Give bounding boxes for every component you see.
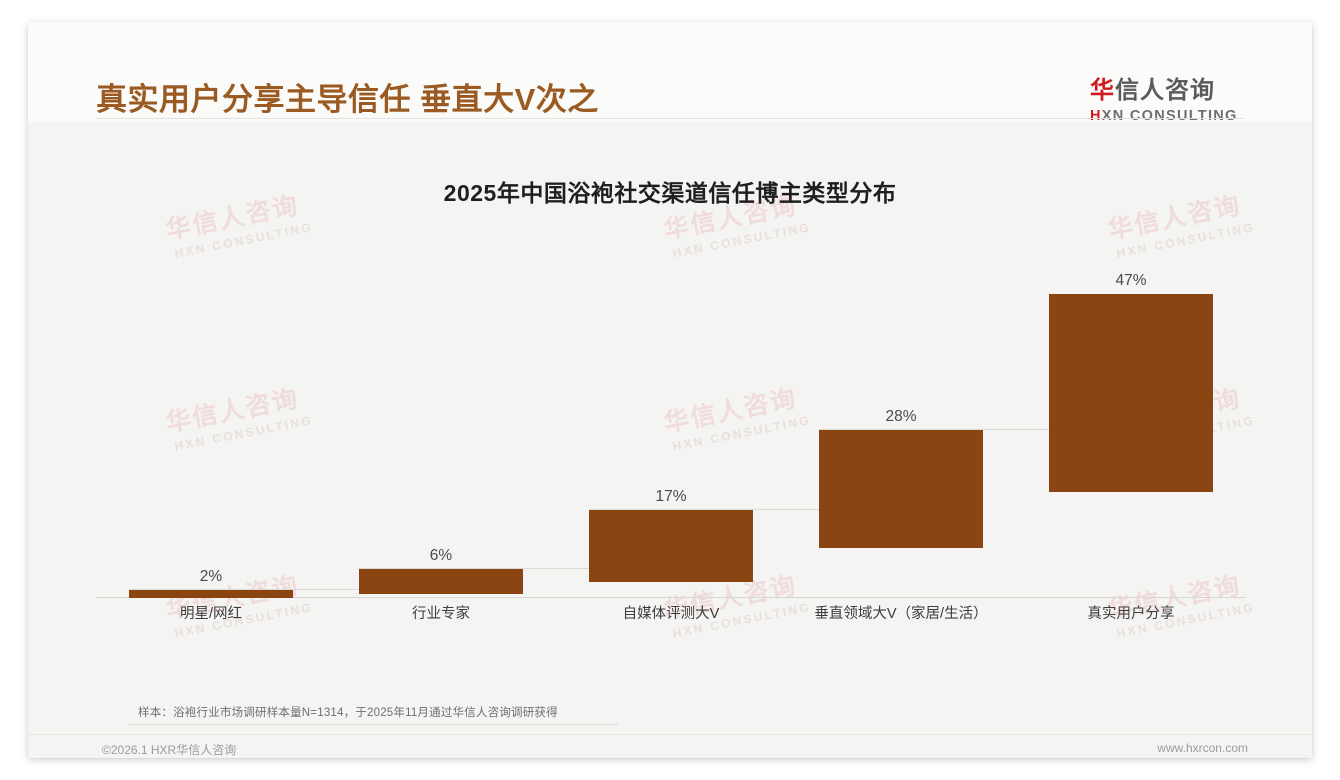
logo-cn-rest: 信人咨询 xyxy=(1115,77,1215,104)
watermark-en: HXN CONSULTING xyxy=(173,219,315,261)
waterfall-connector xyxy=(819,428,1053,430)
chart-bar xyxy=(819,429,983,548)
footer-copyright: ©2026.1 HXR华信人咨询 xyxy=(102,743,237,757)
watermark-en: HXN CONSULTING xyxy=(1115,219,1257,261)
logo-cn-text: 华信人咨询 xyxy=(1090,77,1250,105)
slide-header: 真实用户分享主导信任 垂直大V次之 华信人咨询 HXN CONSULTING xyxy=(28,22,1312,124)
source-footnote: 样本：浴袍行业市场调研样本量N=1314，于2025年11月通过华信人咨询调研获… xyxy=(138,707,558,719)
logo-en-text: HXN CONSULTING xyxy=(1090,108,1250,124)
chart-bar xyxy=(129,589,293,598)
chart-bar-label: 2% xyxy=(199,567,223,585)
chart-bar xyxy=(589,510,753,582)
x-axis-tick-label: 明星/网红 xyxy=(179,606,243,622)
logo-cn-red-char: 华 xyxy=(1090,77,1115,104)
chart-bar xyxy=(1049,293,1213,492)
footnote-divider xyxy=(128,724,618,725)
brand-logo: 华信人咨询 HXN CONSULTING xyxy=(1090,77,1250,124)
x-axis-tick-label: 真实用户分享 xyxy=(1087,606,1175,622)
page-title: 真实用户分享主导信任 垂直大V次之 xyxy=(96,82,599,117)
x-axis-line xyxy=(96,597,1246,598)
footer-divider xyxy=(28,734,1312,735)
waterfall-connector xyxy=(129,588,363,590)
x-axis-tick-label: 自媒体评测大V xyxy=(622,606,720,622)
chart-bar-label: 6% xyxy=(429,546,453,564)
chart-title: 2025年中国浴袍社交渠道信任博主类型分布 xyxy=(443,180,897,206)
x-axis-tick-labels: 明星/网红 行业专家 自媒体评测大V 垂直领域大V（家居/生活） 真实用户分享 xyxy=(96,602,1246,628)
chart-plot-area: 2% 6% 17% 28% 47% xyxy=(96,258,1246,598)
chart-bar-label: 47% xyxy=(1115,271,1147,289)
slide: 真实用户分享主导信任 垂直大V次之 华信人咨询 HXN CONSULTING 华… xyxy=(28,22,1312,758)
chart-bar-label: 28% xyxy=(885,407,917,425)
waterfall-connector xyxy=(359,567,593,569)
x-axis-tick-label: 垂直领域大V（家居/生活） xyxy=(814,606,988,622)
logo-en-red-char: H xyxy=(1090,107,1102,124)
header-divider xyxy=(96,118,1244,119)
watermark-en: HXN CONSULTING xyxy=(671,219,813,261)
waterfall-connector xyxy=(589,509,823,511)
footer-website: www.hxrcon.com xyxy=(1157,741,1248,755)
chart-bar xyxy=(359,568,523,594)
logo-en-rest: XN CONSULTING xyxy=(1101,107,1238,124)
chart-bar-label: 17% xyxy=(655,488,687,506)
x-axis-tick-label: 行业专家 xyxy=(412,606,470,622)
